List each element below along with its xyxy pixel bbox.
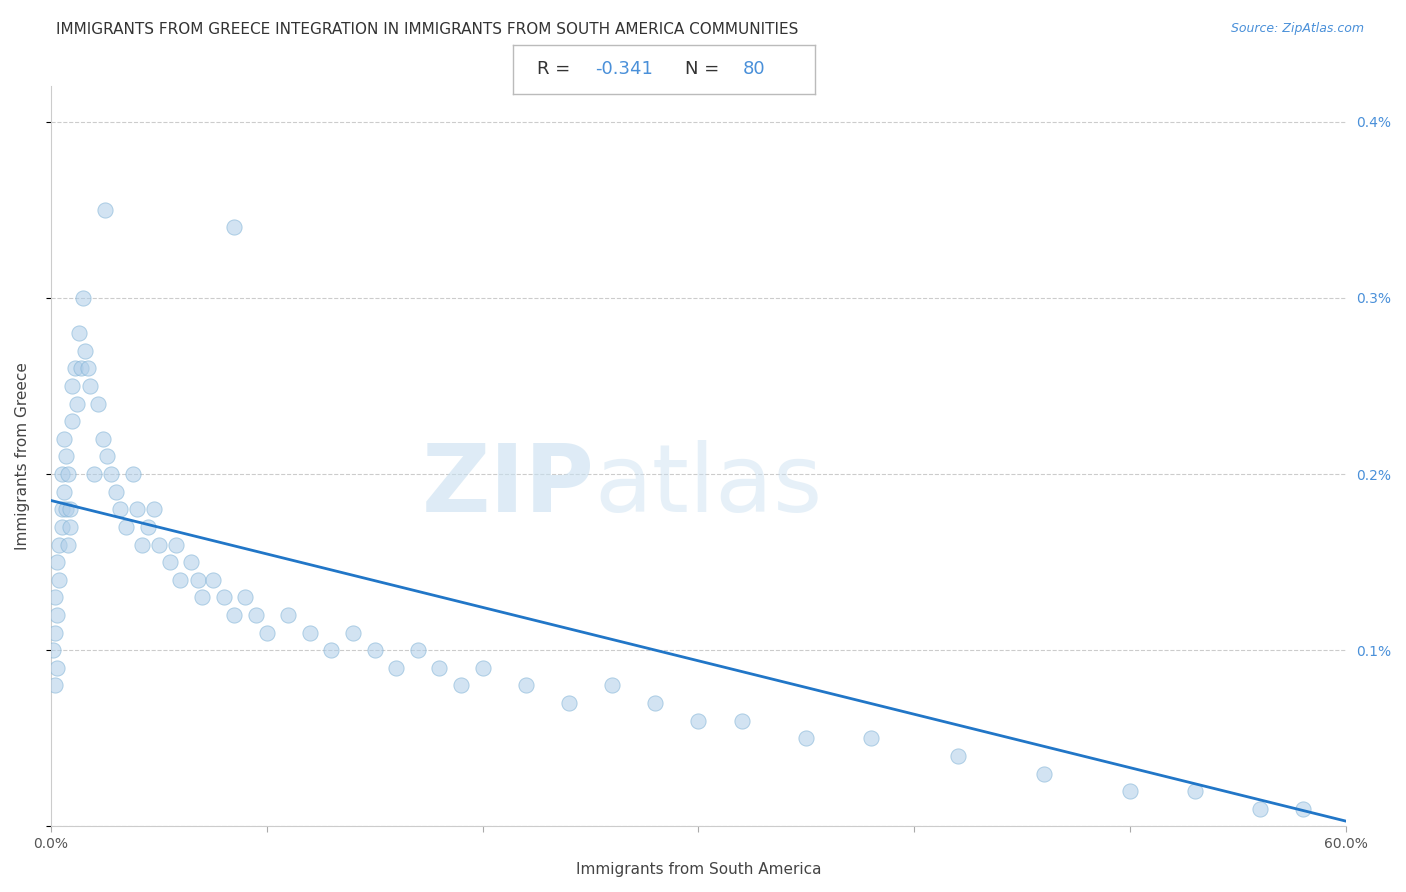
Point xyxy=(62,379,84,393)
Point xyxy=(406,643,429,657)
Point xyxy=(159,555,181,569)
Point xyxy=(52,484,75,499)
Point xyxy=(51,520,73,534)
Point xyxy=(796,731,818,746)
Point xyxy=(44,625,66,640)
Point xyxy=(51,502,73,516)
Text: N =: N = xyxy=(686,60,725,78)
Point xyxy=(127,502,149,516)
Point xyxy=(59,502,82,516)
Point xyxy=(79,379,101,393)
Point xyxy=(644,696,666,710)
Point xyxy=(72,291,94,305)
Point xyxy=(1119,784,1142,798)
Text: atlas: atlas xyxy=(595,440,823,532)
Point xyxy=(42,643,65,657)
Point xyxy=(44,678,66,692)
Point xyxy=(321,643,343,657)
Text: -0.341: -0.341 xyxy=(595,60,652,78)
Point xyxy=(1032,766,1054,780)
Point xyxy=(256,625,278,640)
Point xyxy=(1292,802,1315,816)
Point xyxy=(191,591,214,605)
Point xyxy=(52,432,75,446)
Point xyxy=(515,678,537,692)
Point xyxy=(46,607,69,622)
Point xyxy=(946,749,969,764)
Y-axis label: Immigrants from Greece: Immigrants from Greece xyxy=(15,362,30,550)
Point xyxy=(688,714,710,728)
Point xyxy=(55,450,77,464)
Point xyxy=(115,520,138,534)
Point xyxy=(1249,802,1271,816)
Point xyxy=(180,555,202,569)
Point xyxy=(83,467,105,481)
Point xyxy=(201,573,224,587)
Point xyxy=(44,591,66,605)
Point xyxy=(100,467,122,481)
Point xyxy=(59,520,82,534)
Text: ZIP: ZIP xyxy=(422,440,595,532)
Text: IMMIGRANTS FROM GREECE INTEGRATION IN IMMIGRANTS FROM SOUTH AMERICA COMMUNITIES: IMMIGRANTS FROM GREECE INTEGRATION IN IM… xyxy=(56,22,799,37)
Point xyxy=(75,343,97,358)
Point xyxy=(70,361,93,376)
Point xyxy=(108,502,131,516)
Point xyxy=(96,450,118,464)
Text: 80: 80 xyxy=(742,60,765,78)
Point xyxy=(1184,784,1206,798)
Point xyxy=(224,220,246,235)
Point xyxy=(91,432,114,446)
Point xyxy=(55,502,77,516)
Point xyxy=(277,607,299,622)
Point xyxy=(67,326,90,340)
Point xyxy=(104,484,127,499)
Point xyxy=(131,537,153,551)
X-axis label: Immigrants from South America: Immigrants from South America xyxy=(575,862,821,877)
Point xyxy=(63,361,86,376)
Point xyxy=(48,573,70,587)
Point xyxy=(143,502,166,516)
Point xyxy=(46,555,69,569)
Point xyxy=(471,661,494,675)
Point xyxy=(169,573,191,587)
Point xyxy=(429,661,451,675)
Point xyxy=(731,714,754,728)
Point xyxy=(450,678,472,692)
Point xyxy=(233,591,256,605)
Point xyxy=(66,396,89,410)
Point xyxy=(87,396,110,410)
Point xyxy=(122,467,145,481)
Point xyxy=(136,520,159,534)
Text: R =: R = xyxy=(537,60,576,78)
Point xyxy=(51,467,73,481)
Point xyxy=(245,607,267,622)
Point xyxy=(224,607,246,622)
Point xyxy=(148,537,170,551)
Point xyxy=(600,678,623,692)
Point xyxy=(363,643,385,657)
Point xyxy=(62,414,84,428)
Point xyxy=(298,625,321,640)
Point xyxy=(342,625,364,640)
Text: Source: ZipAtlas.com: Source: ZipAtlas.com xyxy=(1230,22,1364,36)
Point xyxy=(48,537,70,551)
Point xyxy=(860,731,883,746)
Point xyxy=(94,202,117,217)
Point xyxy=(558,696,581,710)
Point xyxy=(76,361,98,376)
Point xyxy=(165,537,187,551)
Point xyxy=(187,573,209,587)
Point xyxy=(56,467,79,481)
Point xyxy=(56,537,79,551)
Point xyxy=(385,661,408,675)
Point xyxy=(212,591,235,605)
Point xyxy=(46,661,69,675)
